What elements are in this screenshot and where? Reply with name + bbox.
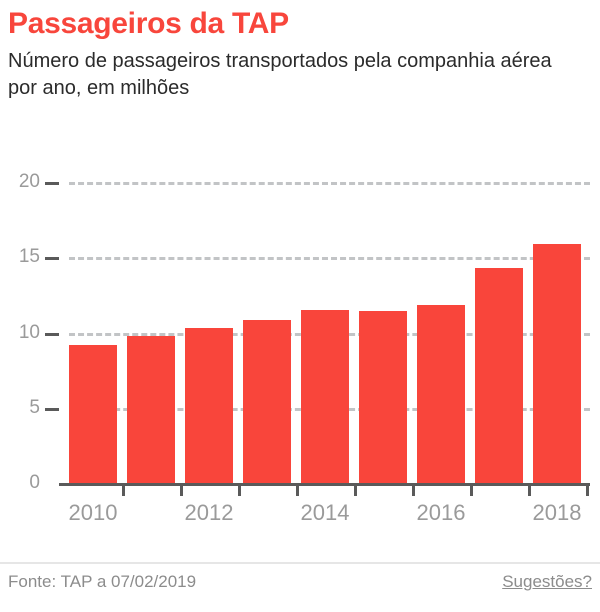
x-axis-tick-label: 2018 bbox=[532, 500, 582, 525]
x-tick-mark bbox=[122, 483, 125, 496]
gridline bbox=[69, 257, 590, 261]
x-tick-mark bbox=[412, 483, 415, 496]
y-axis-tick-label: 10 bbox=[18, 321, 40, 343]
x-axis-tick-label: 2016 bbox=[416, 500, 466, 525]
suggestions-link[interactable]: Sugestões? bbox=[502, 572, 592, 591]
x-tick-mark bbox=[180, 483, 183, 496]
x-tick-mark bbox=[528, 483, 531, 496]
chart-header: Passageiros da TAP Número de passageiros… bbox=[0, 0, 600, 102]
x-tick-mark bbox=[238, 483, 241, 496]
x-tick-mark bbox=[354, 483, 357, 496]
chart-footer: Fonte: TAP a 07/02/2019 Sugestões? bbox=[0, 570, 600, 594]
bar[interactable] bbox=[417, 305, 465, 483]
bar[interactable] bbox=[185, 328, 233, 483]
x-axis-tick-label: 2014 bbox=[300, 500, 350, 525]
y-axis-tick-label: 5 bbox=[29, 396, 40, 418]
x-axis-ticks bbox=[69, 483, 590, 497]
x-axis-tick-label: 2010 bbox=[68, 500, 118, 525]
y-axis-tick-label: 0 bbox=[29, 472, 40, 493]
y-tick-mark bbox=[45, 182, 59, 185]
bar[interactable] bbox=[301, 309, 349, 483]
bar[interactable] bbox=[359, 311, 407, 483]
bars-group bbox=[69, 182, 590, 483]
x-tick-mark bbox=[586, 483, 589, 496]
footer-divider bbox=[0, 562, 600, 564]
chart-plot-area: 0 5 10 15 20 2010 2012 2014 2016 2018 bbox=[0, 150, 600, 545]
bar[interactable] bbox=[127, 335, 175, 483]
y-axis-tick-label: 15 bbox=[18, 246, 40, 268]
axis-line-zero bbox=[59, 483, 590, 486]
bar[interactable] bbox=[69, 344, 117, 483]
source-note: Fonte: TAP a 07/02/2019 bbox=[8, 572, 197, 591]
y-axis-tick-label: 20 bbox=[18, 171, 40, 192]
x-tick-mark bbox=[296, 483, 299, 496]
page-title: Passageiros da TAP bbox=[8, 7, 289, 40]
y-tick-mark bbox=[45, 257, 59, 261]
y-tick-mark bbox=[45, 332, 59, 336]
x-axis-labels: 2010 2012 2014 2016 2018 bbox=[0, 500, 600, 530]
bar[interactable] bbox=[243, 320, 291, 483]
bar[interactable] bbox=[533, 243, 581, 483]
x-axis-tick-label: 2012 bbox=[184, 500, 234, 525]
gridline bbox=[69, 182, 590, 185]
bar[interactable] bbox=[475, 267, 523, 483]
y-tick-mark bbox=[45, 407, 59, 411]
chart-subtitle: Número de passageiros transportados pela… bbox=[8, 50, 552, 99]
x-tick-mark bbox=[470, 483, 473, 496]
chart-canvas bbox=[45, 182, 590, 486]
